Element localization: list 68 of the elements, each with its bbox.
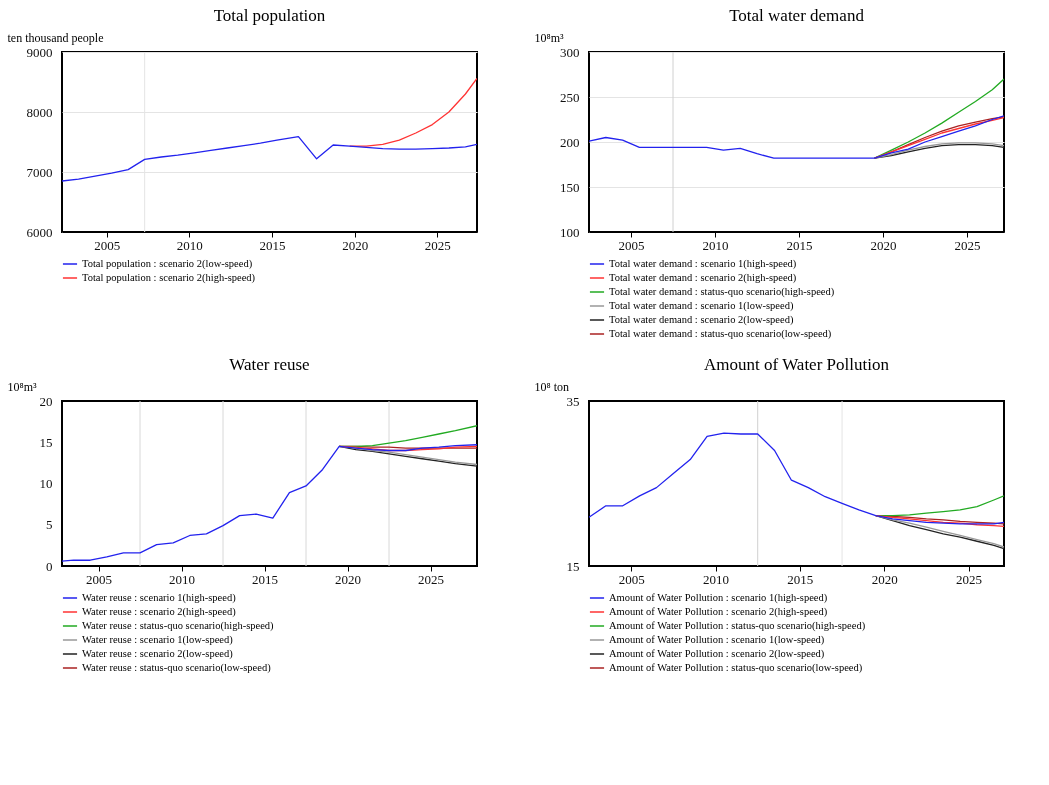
x-tick-label: 2005 bbox=[618, 237, 645, 253]
legend-label: Amount of Water Pollution : scenario 2(high-speed) bbox=[609, 606, 828, 618]
y-tick-label: 8000 bbox=[26, 104, 53, 120]
legend-label: Water reuse : scenario 2(low-speed) bbox=[82, 648, 234, 660]
x-tick-label: 2025 bbox=[424, 237, 451, 253]
y-tick-label: 5 bbox=[46, 517, 53, 533]
x-tick-label: 2015 bbox=[786, 237, 813, 253]
chart-title: Amount of Water Pollution bbox=[704, 355, 890, 374]
legend-label: Total water demand : scenario 2(high-speed) bbox=[609, 272, 797, 284]
chart-title: Total population bbox=[213, 6, 326, 25]
y-tick-label: 15 bbox=[566, 558, 580, 574]
y-axis-title: 10⁸m³ bbox=[534, 30, 565, 45]
legend-label: Water reuse : scenario 2(high-speed) bbox=[82, 606, 237, 618]
legend-label: Water reuse : status-quo scenario(high-speed) bbox=[82, 620, 275, 632]
legend-label: Total population : scenario 2(low-speed) bbox=[82, 258, 253, 270]
y-tick-label: 9000 bbox=[26, 44, 53, 60]
y-tick-label: 10 bbox=[39, 476, 53, 491]
legend-label: Amount of Water Pollution : status-quo scenario(low-speed) bbox=[609, 662, 863, 674]
x-tick-label: 2020 bbox=[335, 571, 362, 587]
x-tick-label: 2015 bbox=[252, 571, 279, 587]
legend-label: Total water demand : status-quo scenario(low-speed) bbox=[609, 328, 832, 340]
legend-label: Water reuse : scenario 1(low-speed) bbox=[82, 634, 234, 646]
x-tick-label: 2020 bbox=[870, 237, 897, 253]
chart-title: Total water demand bbox=[729, 6, 865, 25]
line-series bbox=[62, 135, 477, 182]
y-tick-label: 200 bbox=[560, 134, 580, 150]
y-tick-label: 15 bbox=[39, 434, 53, 450]
x-tick-label: 2025 bbox=[954, 237, 981, 253]
y-axis-title: 10⁸ ton bbox=[534, 379, 570, 394]
y-tick-label: 6000 bbox=[26, 224, 53, 240]
x-tick-label: 2020 bbox=[342, 237, 369, 253]
x-tick-label: 2015 bbox=[259, 237, 286, 253]
x-tick-label: 2015 bbox=[787, 571, 814, 587]
line-series bbox=[589, 432, 1004, 525]
x-tick-label: 2005 bbox=[86, 571, 113, 587]
y-axis-title: 10⁸m³ bbox=[7, 379, 38, 394]
x-tick-label: 2005 bbox=[618, 571, 645, 587]
x-tick-label: 2010 bbox=[703, 571, 730, 587]
legend-label: Amount of Water Pollution : scenario 1(low-speed) bbox=[609, 634, 825, 646]
y-tick-label: 150 bbox=[560, 179, 580, 195]
y-axis-title: ten thousand people bbox=[7, 30, 104, 45]
y-tick-label: 250 bbox=[560, 89, 580, 105]
legend-label: Total water demand : scenario 1(low-speed) bbox=[609, 300, 794, 312]
x-tick-label: 2005 bbox=[94, 237, 121, 253]
y-tick-label: 100 bbox=[560, 224, 580, 240]
chart-title: Water reuse bbox=[229, 355, 310, 374]
x-tick-label: 2025 bbox=[418, 571, 445, 587]
x-tick-label: 2010 bbox=[702, 237, 729, 253]
legend-label: Total water demand : status-quo scenario(high-speed) bbox=[609, 286, 835, 298]
x-tick-label: 2025 bbox=[956, 571, 983, 587]
y-tick-label: 35 bbox=[566, 393, 580, 409]
line-series bbox=[62, 444, 477, 562]
legend-label: Water reuse : scenario 1(high-speed) bbox=[82, 592, 237, 604]
x-tick-label: 2010 bbox=[176, 237, 203, 253]
y-tick-label: 20 bbox=[39, 393, 53, 409]
legend-label: Total population : scenario 2(high-speed) bbox=[82, 272, 256, 284]
x-tick-label: 2010 bbox=[169, 571, 196, 587]
x-tick-label: 2020 bbox=[871, 571, 898, 587]
line-series bbox=[589, 115, 1004, 159]
legend-label: Amount of Water Pollution : scenario 2(low-speed) bbox=[609, 648, 825, 660]
legend-label: Amount of Water Pollution : scenario 1(high-speed) bbox=[609, 592, 828, 604]
legend-label: Total water demand : scenario 2(low-speed) bbox=[609, 314, 794, 326]
legend-label: Total water demand : scenario 1(high-speed) bbox=[609, 258, 797, 270]
legend-label: Amount of Water Pollution : status-quo scenario(high-speed) bbox=[609, 620, 866, 632]
y-tick-label: 300 bbox=[560, 44, 580, 60]
y-tick-label: 7000 bbox=[26, 164, 53, 180]
y-tick-label: 0 bbox=[46, 558, 53, 574]
legend-label: Water reuse : status-quo scenario(low-speed) bbox=[82, 662, 272, 674]
